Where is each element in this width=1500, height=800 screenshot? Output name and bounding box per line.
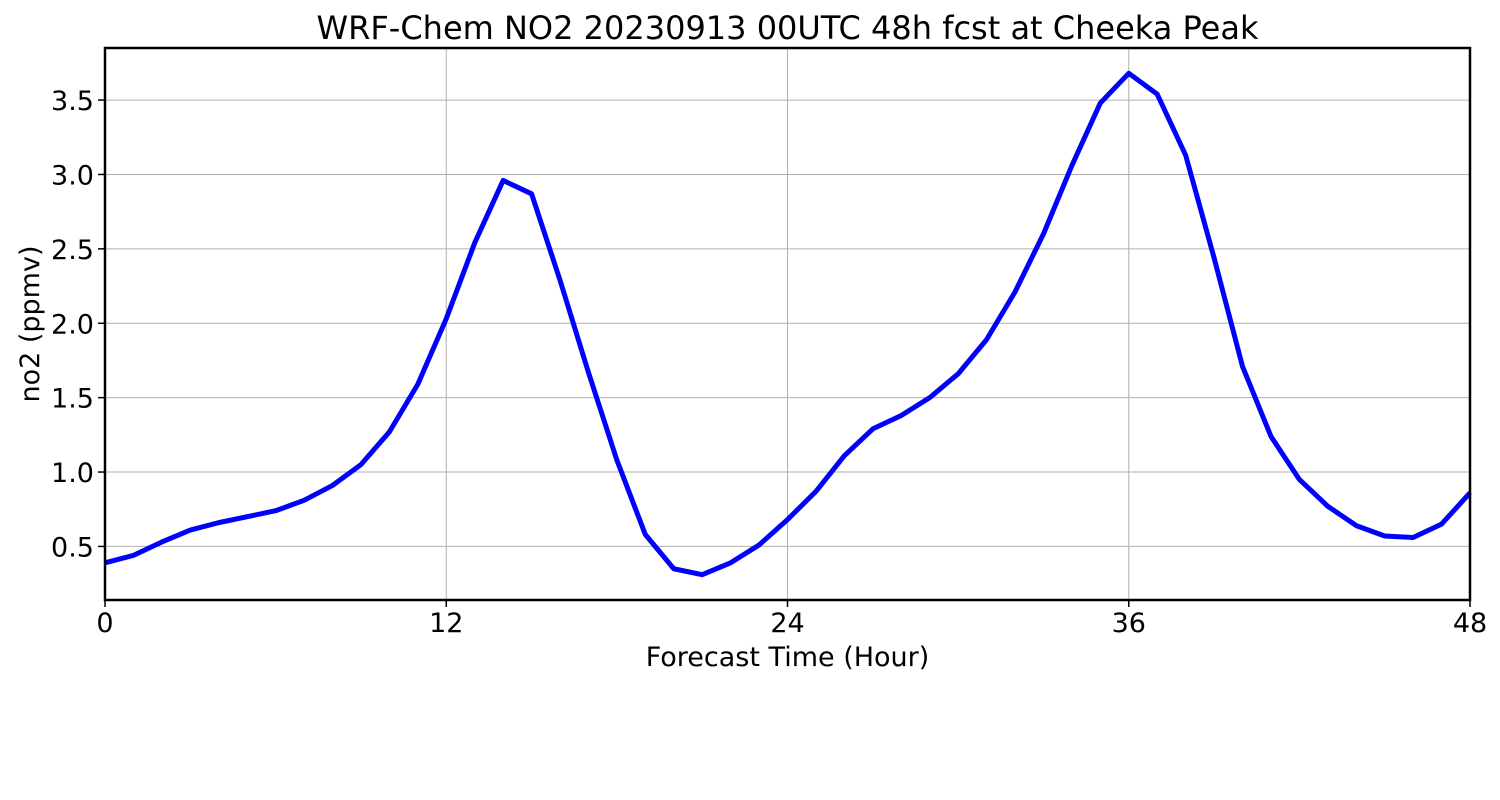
grid xyxy=(105,48,1470,600)
y-tick-label: 0.5 xyxy=(51,532,94,563)
x-tick-label: 48 xyxy=(1453,608,1487,639)
x-tick-label: 12 xyxy=(429,608,463,639)
chart-title: WRF-Chem NO2 20230913 00UTC 48h fcst at … xyxy=(317,9,1259,47)
series-layer xyxy=(104,70,1472,578)
x-axis: 0 12 24 36 48 xyxy=(96,600,1487,639)
x-tick-label: 0 xyxy=(96,608,113,639)
x-tick-label: 36 xyxy=(1112,608,1146,639)
y-tick-label: 2.0 xyxy=(51,309,94,340)
y-axis-label: no2 (ppmv) xyxy=(15,245,46,402)
y-tick-label: 3.5 xyxy=(51,86,94,117)
x-tick-label: 24 xyxy=(770,608,804,639)
y-tick-label: 1.5 xyxy=(51,384,94,415)
y-tick-label: 2.5 xyxy=(51,235,94,266)
series-line xyxy=(104,70,1472,578)
y-tick-label: 1.0 xyxy=(51,458,94,489)
y-axis: 0.5 1.0 1.5 2.0 2.5 3.0 3.5 xyxy=(51,86,105,563)
y-tick-label: 3.0 xyxy=(51,160,94,191)
x-axis-label: Forecast Time (Hour) xyxy=(646,642,930,673)
